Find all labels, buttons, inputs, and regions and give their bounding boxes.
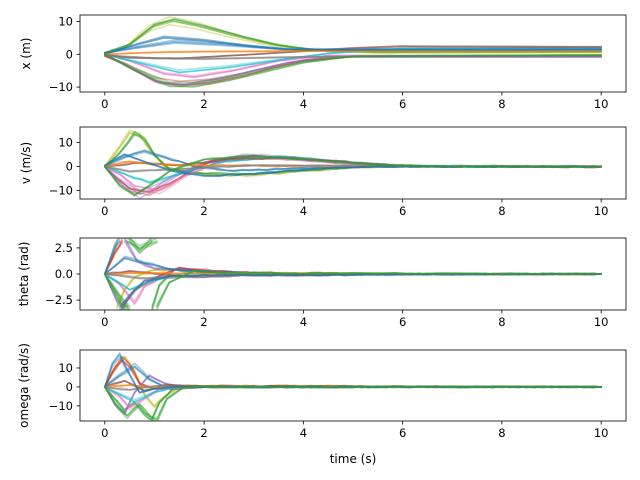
subplot-1-trace-1 (104, 23, 602, 56)
subplot-4-ytick-label: −10 (49, 399, 73, 413)
subplot-2-ytick-label: 10 (58, 136, 73, 150)
subplot-3-trace-12 (104, 241, 602, 307)
subplot-4-xtick-label: 0 (101, 426, 108, 440)
subplot-3-xtick-label: 6 (399, 315, 406, 329)
subplot-2-ytick-label: 0 (66, 160, 73, 174)
subplot-1-traces (104, 16, 602, 88)
subplot-1-ytick-label: −10 (49, 80, 73, 94)
subplot-2-frame (79, 126, 627, 200)
subplot-3-ytick-label: 2.5 (55, 241, 73, 255)
subplot-4-xlabel: time (s) (330, 452, 377, 466)
subplot-4-xtick-label: 8 (498, 426, 505, 440)
subplot-1-xtick-label: 0 (101, 97, 108, 111)
subplot-1-trace-8 (104, 46, 602, 60)
subplot-1-trace-9 (104, 50, 602, 56)
subplot-3: 0 2 4 6 8 10 −2.5 0.0 2.5 theta (rad) (17, 237, 627, 329)
subplot-3-xtick-label: 10 (594, 315, 609, 329)
subplot-2: 0 2 4 6 8 10 −10 0 10 v (m/s) (19, 126, 627, 218)
subplot-3-xtick-label: 0 (101, 315, 108, 329)
subplot-4-traces (104, 352, 602, 421)
subplot-1-xtick-label: 10 (594, 97, 609, 111)
subplot-2-traces (104, 129, 602, 199)
subplot-1-xtick-label: 2 (200, 97, 207, 111)
subplot-4-xtick-label: 6 (399, 426, 406, 440)
subplot-4-frame (79, 349, 627, 422)
subplot-4-ytick-label: 10 (58, 361, 73, 375)
subplot-4-xtick-label: 10 (594, 426, 609, 440)
subplot-2-ylabel: v (m/s) (19, 142, 33, 184)
subplot-4-trace-12 (104, 385, 602, 421)
subplot-1-ytick-label: 10 (58, 15, 73, 29)
subplot-1-trace-7 (104, 47, 602, 71)
subplot-2-xtick-label: 8 (498, 204, 505, 218)
subplot-2-trace-12 (104, 154, 602, 197)
subplot-1-trace-11 (104, 39, 602, 54)
subplot-2-trace-12 (104, 155, 602, 196)
subplot-3-ylabel: theta (rad) (17, 242, 31, 307)
subplot-2-xtick-label: 2 (200, 204, 207, 218)
subplot-1-ylabel: x (m) (19, 38, 33, 70)
subplot-3-xtick-label: 8 (498, 315, 505, 329)
subplot-2-ytick-label: −10 (49, 184, 73, 198)
subplot-4-ylabel: omega (rad/s) (17, 343, 31, 428)
subplot-4-trace-12 (104, 385, 602, 420)
subplot-3-xtick-label: 2 (200, 315, 207, 329)
subplot-1-trace-12 (104, 53, 602, 84)
subplot-3-ytick-label: 0.0 (55, 267, 73, 281)
subplot-4: 0 2 4 6 8 10 −10 0 10 omega (rad/s) time (s) (17, 343, 627, 466)
subplot-1-frame (79, 14, 627, 93)
subplot-1-xtick-label: 4 (300, 97, 307, 111)
subplot-1-trace-9 (104, 49, 602, 56)
subplot-3-xtick-label: 4 (300, 315, 307, 329)
subplot-4-trace-12 (104, 385, 602, 421)
subplot-2-xtick-label: 10 (594, 204, 609, 218)
subplot-4-xtick-label: 4 (300, 426, 307, 440)
subplot-2-xtick-label: 0 (101, 204, 108, 218)
subplot-1: 0 2 4 6 8 10 −10 0 10 x (m) (19, 14, 627, 111)
subplot-3-ytick-label: −2.5 (45, 293, 73, 307)
subplot-1-trace-11 (104, 42, 602, 54)
subplot-3-traces (104, 238, 602, 310)
subplot-2-trace-12 (104, 155, 602, 197)
subplot-2-xtick-label: 4 (300, 204, 307, 218)
subplot-1-trace-12 (104, 53, 602, 86)
subplot-1-xtick-label: 6 (399, 97, 406, 111)
subplot-3-trace-12 (104, 238, 602, 310)
subplot-1-trace-12 (104, 53, 602, 88)
subplot-1-ytick-label: 0 (66, 47, 73, 61)
subplot-4-ytick-label: 0 (66, 380, 73, 394)
subplot-2-xtick-label: 6 (399, 204, 406, 218)
subplot-1-trace-9 (104, 50, 602, 56)
subplot-4-xtick-label: 2 (200, 426, 207, 440)
subplot-1-xtick-label: 8 (498, 97, 505, 111)
subplot-1-trace-11 (104, 41, 602, 54)
subplot-3-trace-12 (104, 240, 602, 308)
